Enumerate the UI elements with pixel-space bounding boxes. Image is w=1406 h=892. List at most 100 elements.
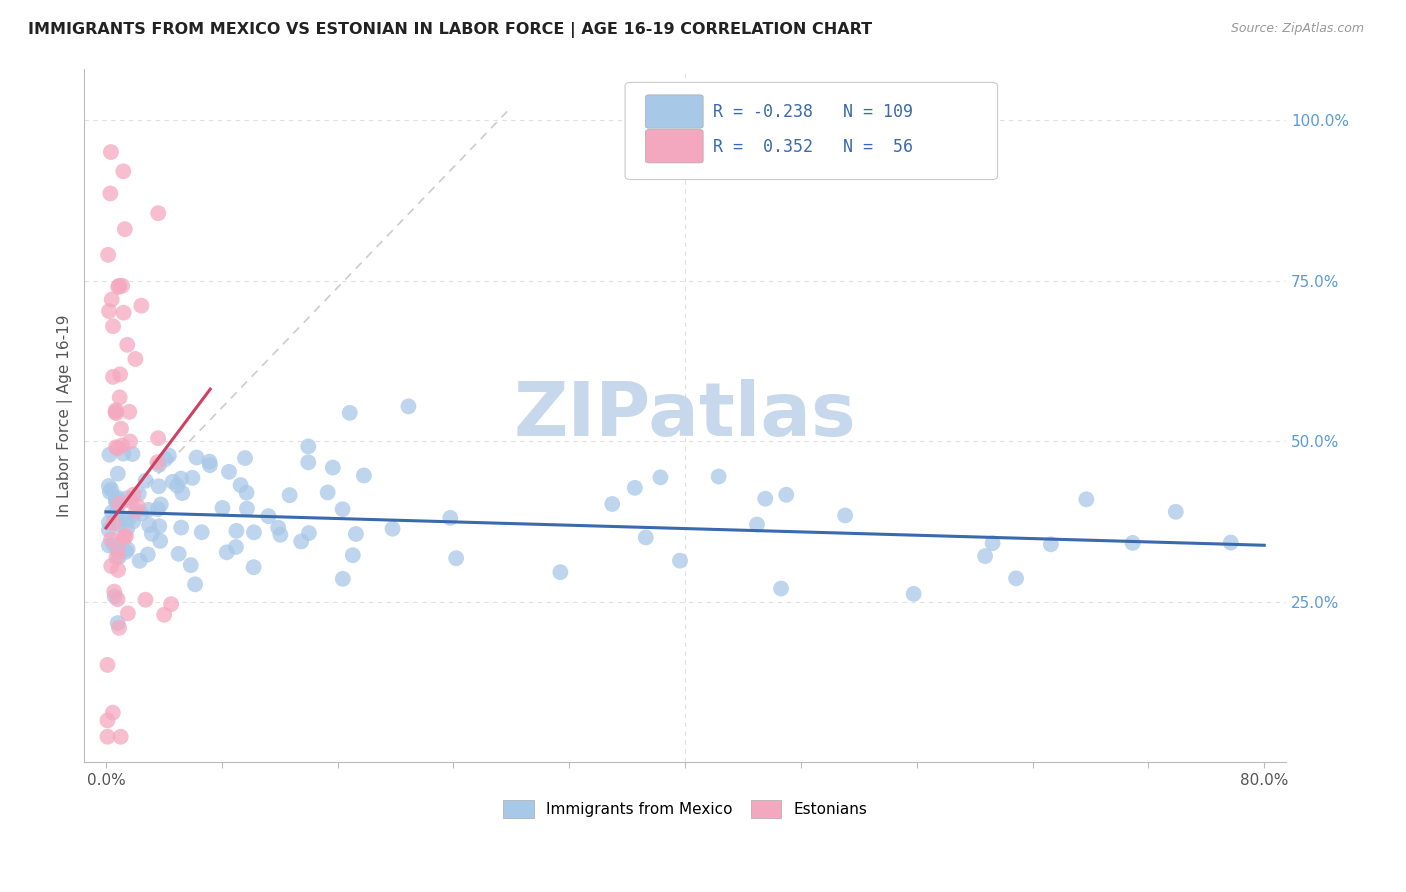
Point	[100, 145, 122, 159]
Point	[257, 509, 280, 524]
Point	[211, 500, 233, 515]
Point	[146, 455, 169, 469]
Text: R = -0.238   N = 109: R = -0.238 N = 109	[713, 103, 912, 121]
Point	[398, 400, 420, 414]
Point	[242, 560, 264, 574]
Point	[184, 577, 207, 591]
Point	[160, 597, 183, 611]
Point	[112, 164, 135, 178]
Point	[198, 458, 221, 472]
Point	[332, 572, 354, 586]
Point	[104, 494, 127, 508]
Point	[105, 505, 128, 519]
Point	[707, 469, 730, 483]
Point	[108, 278, 131, 293]
Point	[107, 543, 129, 558]
Point	[112, 447, 135, 461]
Point	[96, 730, 118, 744]
Point	[181, 471, 204, 485]
Point	[148, 458, 170, 472]
Point	[381, 522, 404, 536]
Point	[770, 582, 793, 596]
Point	[96, 714, 118, 728]
Point	[96, 657, 118, 672]
Point	[105, 403, 128, 417]
Point	[775, 488, 797, 502]
Point	[190, 525, 212, 540]
Point	[974, 549, 997, 563]
Point	[117, 542, 139, 557]
Point	[115, 512, 138, 526]
Point	[103, 537, 125, 551]
Point	[267, 521, 290, 535]
Point	[344, 527, 367, 541]
Point	[115, 491, 138, 506]
Point	[669, 554, 692, 568]
Point	[127, 500, 149, 514]
Point	[141, 526, 163, 541]
Point	[103, 584, 125, 599]
Point	[122, 515, 145, 529]
Point	[108, 368, 131, 382]
Point	[104, 590, 127, 604]
Point	[135, 474, 157, 488]
Point	[118, 434, 141, 449]
Point	[114, 222, 136, 236]
Point	[115, 529, 138, 543]
Point	[101, 505, 124, 519]
Text: Source: ZipAtlas.com: Source: ZipAtlas.com	[1230, 22, 1364, 36]
Point	[107, 442, 129, 456]
Point	[105, 550, 128, 565]
Point	[550, 565, 572, 579]
Point	[107, 491, 129, 505]
Point	[600, 497, 623, 511]
Point	[128, 487, 150, 501]
Point	[180, 558, 202, 573]
Point	[108, 549, 131, 564]
Point	[149, 498, 172, 512]
Point	[100, 293, 122, 307]
Point	[1164, 505, 1187, 519]
Point	[122, 488, 145, 502]
Point	[444, 551, 467, 566]
Point	[98, 186, 121, 201]
Point	[118, 512, 141, 526]
Point	[98, 485, 121, 500]
Point	[225, 540, 247, 554]
Point	[353, 468, 375, 483]
Point	[186, 450, 208, 465]
Point	[332, 502, 354, 516]
Point	[100, 559, 122, 574]
Point	[1122, 536, 1144, 550]
Point	[136, 548, 159, 562]
FancyBboxPatch shape	[645, 95, 703, 128]
Point	[110, 730, 132, 744]
Point	[148, 479, 170, 493]
Point	[162, 475, 184, 489]
Point	[1219, 535, 1241, 549]
Text: R =  0.352   N =  56: R = 0.352 N = 56	[713, 138, 912, 156]
Point	[903, 587, 925, 601]
Point	[105, 406, 128, 420]
Point	[125, 504, 148, 518]
Point	[298, 526, 321, 541]
Point	[135, 592, 157, 607]
Point	[101, 370, 124, 384]
Point	[1076, 492, 1098, 507]
Point	[339, 406, 361, 420]
Point	[110, 422, 132, 436]
Point	[153, 607, 176, 622]
Point	[129, 507, 152, 521]
Point	[107, 563, 129, 577]
Point	[117, 607, 139, 621]
Point	[650, 470, 672, 484]
Point	[172, 486, 194, 500]
Point	[269, 527, 291, 541]
Point	[97, 248, 120, 262]
Point	[981, 536, 1004, 550]
Point	[115, 338, 138, 352]
Point	[297, 455, 319, 469]
Point	[236, 501, 259, 516]
Point	[97, 538, 120, 552]
Point	[218, 465, 240, 479]
